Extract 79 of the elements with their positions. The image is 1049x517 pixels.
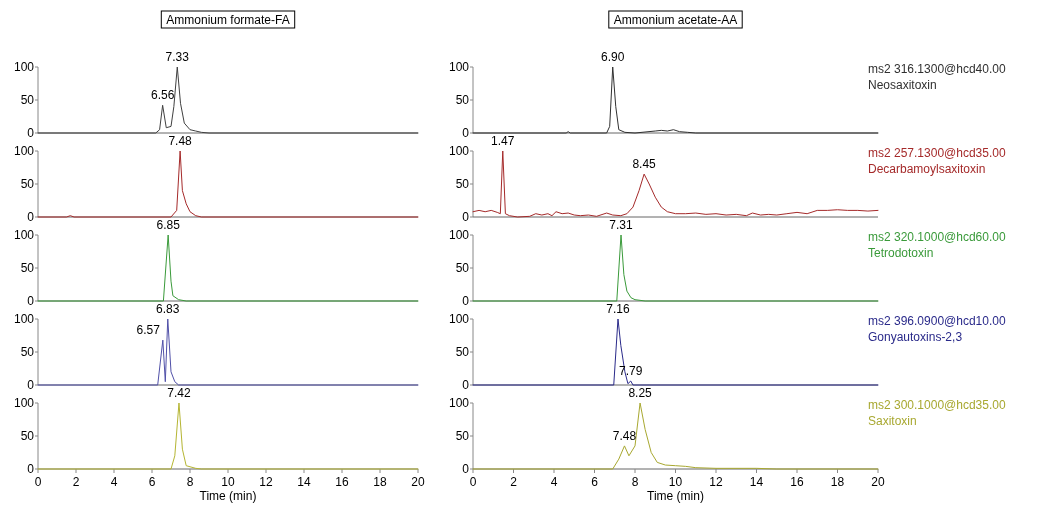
- annotation: 6.57: [136, 323, 161, 338]
- line-series: [37, 150, 419, 218]
- y-tick-label: 100: [448, 60, 470, 74]
- x-tick-label: 18: [830, 475, 845, 489]
- annotation: 7.16: [606, 302, 630, 316]
- x-tick-label: 4: [110, 475, 118, 489]
- y-tick-label: 50: [20, 177, 35, 191]
- y-tick-label: 0: [27, 126, 35, 140]
- line-series: [37, 318, 419, 386]
- y-tick-label: 0: [27, 378, 35, 392]
- y-tick-label: 50: [455, 261, 470, 275]
- y-tick-label: 50: [455, 429, 470, 443]
- annotation: 6.83: [156, 302, 180, 316]
- annotation: 7.79: [619, 364, 643, 379]
- y-tick-label: 0: [27, 210, 35, 224]
- line-series: [37, 234, 419, 302]
- x-tick-label: 12: [259, 475, 273, 489]
- y-tick-label: 50: [455, 177, 470, 191]
- x-tick-label: 14: [297, 475, 311, 489]
- x-tick-label: 8: [631, 475, 639, 489]
- text: ms2 300.1000@hcd35.00 Saxitoxin: [868, 398, 1006, 428]
- annotation: 6.56: [150, 88, 175, 103]
- y-tick-label: 0: [27, 294, 35, 308]
- x-tick-label: 12: [709, 475, 723, 489]
- x-tick-label: 10: [668, 475, 683, 489]
- y-tick-label: 100: [13, 60, 35, 74]
- line-series: [37, 402, 419, 470]
- x-tick-label: 6: [591, 475, 599, 489]
- y-tick-label: 100: [13, 312, 35, 326]
- x-tick-label: 2: [72, 475, 80, 489]
- x-tick-label: 10: [221, 475, 235, 489]
- x-axis-title: Time (min): [199, 489, 257, 503]
- y-tick-label: 0: [462, 126, 470, 140]
- y-tick-label: 100: [448, 228, 470, 242]
- text: ms2 257.1300@hcd35.00 Decarbamoylsaxitoxin: [868, 146, 1006, 176]
- y-tick-label: 50: [455, 93, 470, 107]
- x-tick-label: 6: [148, 475, 156, 489]
- chart-title: Ammonium formate-FA: [166, 13, 290, 27]
- y-tick-label: 100: [13, 396, 35, 410]
- y-tick-label: 50: [20, 261, 35, 275]
- x-tick-label: 4: [550, 475, 558, 489]
- y-tick-label: 0: [462, 294, 470, 308]
- y-tick-label: 100: [13, 144, 35, 158]
- annotation: 7.42: [167, 386, 191, 400]
- annotation: 7.31: [609, 218, 634, 232]
- chart-title: Ammonium acetate-AA: [613, 13, 738, 27]
- annotation: 8.45: [632, 157, 657, 172]
- line-series: [37, 66, 419, 134]
- x-tick-label: 20: [411, 475, 425, 489]
- y-tick-label: 0: [462, 210, 470, 224]
- x-tick-label: 18: [373, 475, 387, 489]
- x-tick-label: 8: [186, 475, 194, 489]
- y-tick-label: 0: [27, 462, 35, 476]
- annotation: 8.25: [628, 386, 653, 400]
- x-tick-label: 16: [790, 475, 804, 489]
- y-tick-label: 100: [448, 144, 470, 158]
- y-tick-label: 100: [13, 228, 35, 242]
- text: ms2 316.1300@hcd40.00 Neosaxitoxin: [868, 62, 1006, 92]
- y-tick-label: 0: [462, 462, 470, 476]
- y-tick-label: 50: [20, 93, 35, 107]
- y-tick-label: 100: [448, 396, 470, 410]
- annotation: 7.48: [168, 134, 193, 148]
- x-tick-label: 14: [749, 475, 764, 489]
- y-tick-label: 50: [20, 345, 35, 359]
- x-axis-title: Time (min): [647, 489, 704, 503]
- annotation: 6.90: [601, 50, 625, 64]
- annotation: 6.85: [156, 218, 181, 232]
- annotation: 7.48: [612, 428, 637, 443]
- text: ms2 320.1000@hcd60.00 Tetrodotoxin: [868, 230, 1006, 260]
- annotation: 7.33: [165, 50, 190, 64]
- annotation: 1.47: [491, 134, 515, 148]
- x-tick-label: 2: [510, 475, 518, 489]
- y-tick-label: 0: [462, 378, 470, 392]
- y-tick-label: 50: [455, 345, 470, 359]
- x-tick-label: 20: [871, 475, 885, 489]
- y-tick-label: 50: [20, 429, 35, 443]
- y-tick-label: 100: [448, 312, 470, 326]
- x-tick-label: 16: [335, 475, 349, 489]
- text: ms2 396.0900@hcd10.00 Gonyautoxins-2,3: [868, 314, 1006, 344]
